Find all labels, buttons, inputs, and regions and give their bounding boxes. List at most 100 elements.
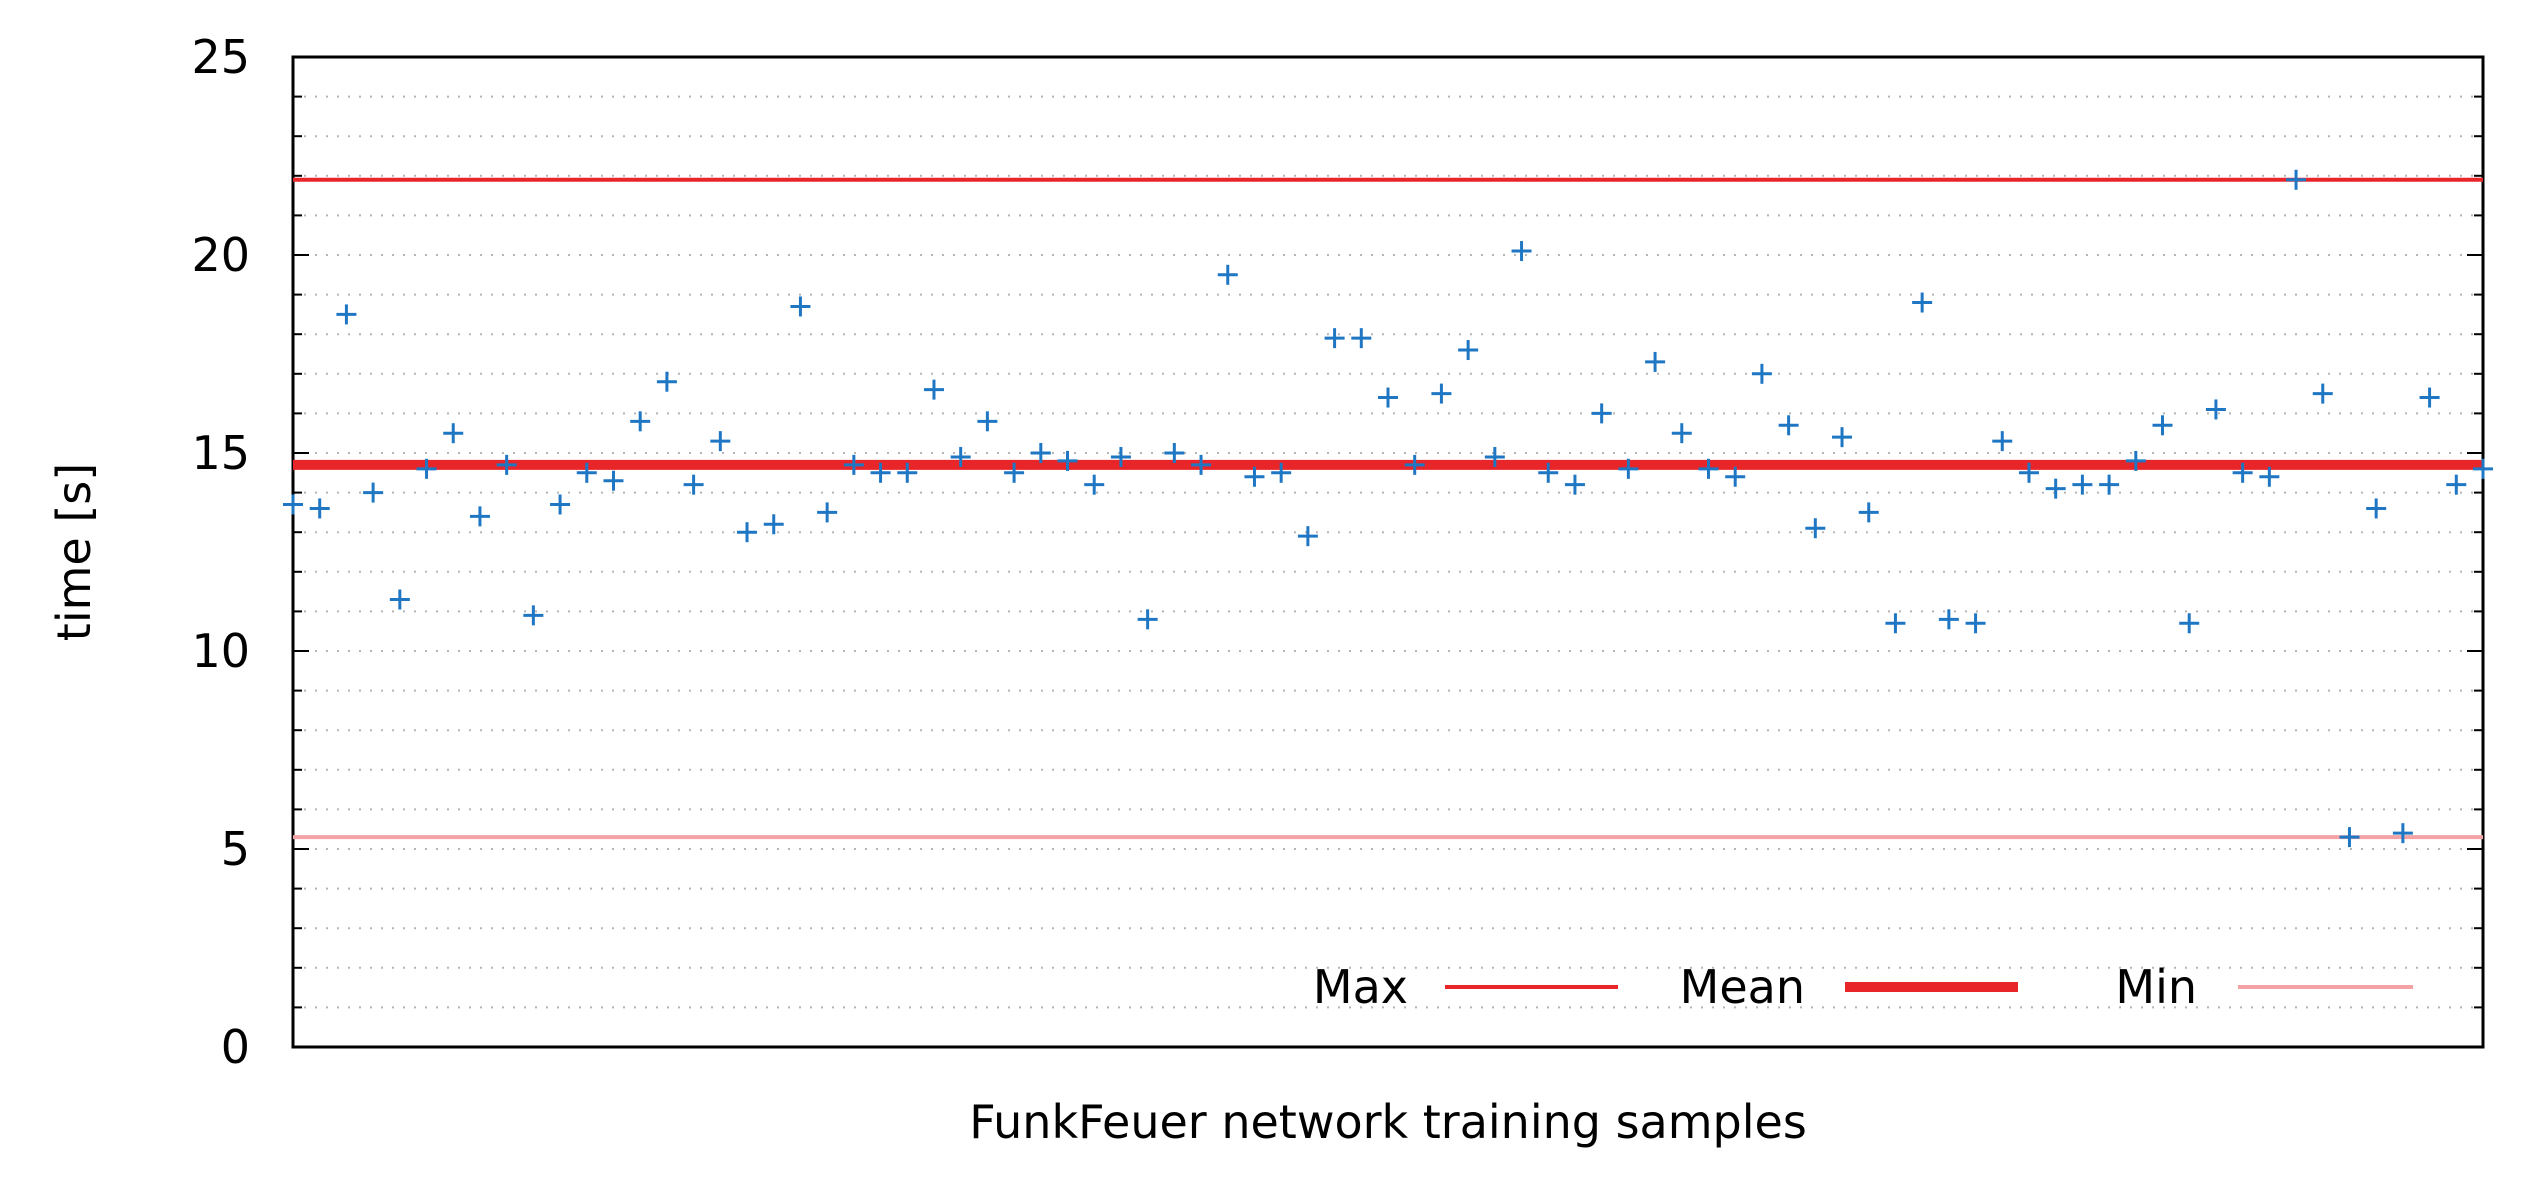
data-point xyxy=(443,423,464,444)
data-point xyxy=(2446,474,2467,495)
y-tick-label: 0 xyxy=(221,1020,250,1074)
data-point xyxy=(1591,403,1612,424)
x-axis-label: FunkFeuer network training samples xyxy=(969,1095,1807,1149)
data-point xyxy=(1244,466,1265,487)
data-point xyxy=(283,494,303,515)
data-point xyxy=(1698,458,1719,479)
data-point xyxy=(2339,827,2360,848)
data-point xyxy=(1618,458,1639,479)
data-point xyxy=(1965,613,1986,634)
data-point xyxy=(496,454,517,475)
data-point xyxy=(763,514,784,535)
data-point xyxy=(1164,443,1185,463)
data-point xyxy=(710,431,731,452)
data-point xyxy=(309,498,330,519)
data-point xyxy=(1511,241,1532,262)
data-point xyxy=(576,462,597,483)
data-point xyxy=(1725,466,1746,487)
data-point xyxy=(1271,462,1292,483)
data-point xyxy=(656,371,677,392)
data-point xyxy=(843,454,864,475)
legend-label-max: Max xyxy=(1313,960,1408,1014)
data-point xyxy=(1191,454,1212,475)
y-tick-label: 5 xyxy=(221,822,250,876)
y-tick-label: 15 xyxy=(191,426,250,480)
data-point xyxy=(1057,450,1078,471)
grid-lines xyxy=(293,95,2483,1009)
data-points xyxy=(283,169,2493,848)
data-point xyxy=(2018,462,2039,483)
data-point xyxy=(2259,466,2280,487)
data-point xyxy=(603,470,624,491)
y-axis-label: time [s] xyxy=(47,463,101,641)
data-point xyxy=(1324,328,1345,349)
data-point xyxy=(2205,399,2226,420)
data-point xyxy=(1378,387,1398,408)
data-point xyxy=(550,494,571,515)
data-point xyxy=(1645,351,1666,372)
data-point xyxy=(2473,458,2493,479)
data-point xyxy=(737,522,758,543)
data-point xyxy=(950,446,971,467)
data-point xyxy=(817,502,838,523)
data-point xyxy=(790,296,811,317)
legend: Max Mean Min xyxy=(1313,960,2413,1014)
data-point xyxy=(336,304,357,325)
data-point xyxy=(977,411,998,432)
data-point xyxy=(1137,609,1158,630)
data-point xyxy=(416,458,437,479)
legend-label-mean: Mean xyxy=(1680,960,1805,1014)
data-point xyxy=(2045,478,2066,499)
data-point xyxy=(1564,474,1585,495)
data-point xyxy=(897,462,918,483)
data-point xyxy=(2099,474,2120,495)
data-point xyxy=(1030,443,1051,463)
data-point xyxy=(2072,474,2093,495)
data-point xyxy=(1404,454,1425,475)
data-point xyxy=(1084,474,1105,495)
data-point xyxy=(1431,383,1452,404)
data-point xyxy=(389,589,410,610)
data-point xyxy=(2366,498,2387,519)
y-tick-label: 20 xyxy=(191,228,250,282)
data-point xyxy=(630,411,651,432)
data-point xyxy=(2232,462,2253,483)
data-point xyxy=(1885,613,1906,634)
data-point xyxy=(1458,340,1479,361)
data-point xyxy=(2125,450,2146,471)
data-point xyxy=(2312,383,2333,404)
data-point xyxy=(1805,518,1826,539)
data-point xyxy=(363,482,384,503)
data-point xyxy=(1858,502,1879,523)
data-point xyxy=(1671,423,1692,444)
data-point xyxy=(1538,462,1559,483)
data-point xyxy=(1484,446,1505,467)
data-point xyxy=(1110,446,1131,467)
plot-frame xyxy=(291,55,2485,1049)
data-point xyxy=(1751,363,1772,384)
y-tick-label: 25 xyxy=(191,30,250,84)
data-point xyxy=(1992,431,2013,452)
data-point xyxy=(683,474,704,495)
data-point xyxy=(2152,415,2173,436)
legend-label-min: Min xyxy=(2115,960,2197,1014)
data-point xyxy=(523,605,544,626)
data-point xyxy=(1938,609,1959,630)
data-point xyxy=(2419,387,2440,408)
data-point xyxy=(469,506,490,527)
data-point xyxy=(1297,526,1318,547)
axis-ticks: 0 5 10 15 20 25 xyxy=(191,30,2483,1074)
y-tick-label: 10 xyxy=(191,624,250,678)
data-point xyxy=(2286,169,2307,190)
reference-lines xyxy=(293,177,2483,840)
data-point xyxy=(2392,823,2413,844)
data-point xyxy=(1004,462,1025,483)
data-point xyxy=(2179,613,2200,634)
data-point xyxy=(1832,427,1853,448)
data-point xyxy=(870,462,891,483)
data-point xyxy=(1778,415,1799,436)
data-point xyxy=(1351,328,1372,349)
data-point xyxy=(1217,264,1238,285)
data-point xyxy=(923,379,944,400)
